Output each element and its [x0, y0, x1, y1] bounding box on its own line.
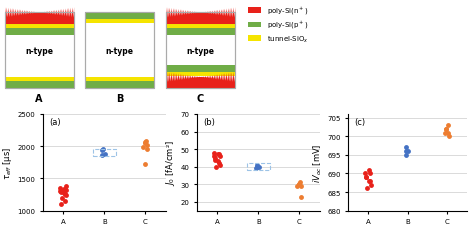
Point [144, 148, 151, 152]
Point [61, 192, 69, 196]
Point [211, 158, 219, 162]
Point [141, 163, 148, 166]
Point [57, 190, 65, 194]
Bar [166, 73, 235, 77]
Point [295, 183, 302, 186]
Point [61, 187, 68, 191]
Text: (c): (c) [354, 117, 365, 126]
Point [217, 163, 224, 167]
Point [297, 184, 305, 188]
Point [215, 153, 222, 157]
Point [63, 185, 70, 188]
Point [443, 128, 450, 131]
Point [59, 196, 66, 200]
Point [255, 165, 263, 169]
Point [402, 153, 410, 157]
Point [402, 150, 410, 153]
Bar [166, 25, 235, 29]
Point [63, 193, 70, 196]
Point [298, 195, 305, 199]
Point [367, 183, 375, 187]
Bar [85, 13, 154, 20]
Point [253, 167, 260, 171]
Text: n-type: n-type [106, 47, 134, 56]
Point [362, 176, 370, 179]
Bar [5, 78, 73, 82]
Point [444, 124, 452, 127]
Bar [85, 20, 154, 24]
Text: C: C [197, 93, 204, 104]
Point [214, 160, 222, 164]
Point [99, 149, 106, 152]
Point [213, 165, 220, 169]
Bar [85, 78, 154, 82]
Point [141, 142, 148, 145]
Point [367, 172, 374, 175]
Bar [247, 164, 270, 170]
Bar [5, 13, 73, 89]
Bar [166, 13, 235, 89]
Point [62, 199, 69, 203]
Point [366, 179, 374, 183]
Point [445, 135, 453, 139]
Point [56, 186, 64, 190]
Point [404, 150, 412, 153]
Bar [85, 13, 154, 89]
Point [211, 156, 219, 160]
Point [215, 162, 223, 165]
Point [60, 191, 68, 195]
Point [214, 153, 222, 157]
Point [253, 163, 261, 167]
Point [143, 143, 151, 147]
Bar [5, 82, 73, 89]
Bar [93, 149, 116, 156]
Point [443, 128, 450, 131]
Point [141, 141, 148, 144]
Point [101, 153, 109, 156]
Point [293, 184, 301, 188]
Point [445, 131, 452, 135]
Point [210, 155, 218, 158]
Legend: poly-Si(n$^+$), poly-Si(p$^+$), tunnel-SiO$_x$: poly-Si(n$^+$), poly-Si(p$^+$), tunnel-S… [247, 6, 309, 45]
Text: (a): (a) [49, 117, 61, 126]
Point [364, 187, 371, 190]
Point [362, 172, 369, 175]
Point [62, 188, 69, 192]
Bar [5, 29, 73, 35]
Point [99, 148, 107, 152]
Bar [166, 66, 235, 73]
Text: n-type: n-type [186, 47, 214, 56]
Y-axis label: $iV_{oc}$ [mV]: $iV_{oc}$ [mV] [312, 143, 325, 182]
Bar [85, 82, 154, 89]
Point [142, 140, 150, 143]
Point [99, 153, 106, 157]
Bar [5, 25, 73, 29]
Point [296, 181, 304, 185]
Bar [166, 29, 235, 35]
Point [362, 176, 370, 179]
Point [60, 188, 68, 191]
Point [365, 168, 373, 172]
Y-axis label: $J_0$ [fA/cm²]: $J_0$ [fA/cm²] [164, 140, 177, 185]
Bar [85, 13, 154, 89]
Text: (b): (b) [203, 117, 215, 126]
Point [139, 146, 147, 150]
Point [253, 165, 260, 169]
Point [441, 131, 449, 135]
Bar [5, 13, 73, 89]
Point [365, 179, 373, 183]
Text: B: B [116, 93, 123, 104]
Point [210, 151, 218, 155]
Point [295, 183, 302, 186]
Point [402, 146, 410, 150]
Y-axis label: $\tau_{eff}$ [µs]: $\tau_{eff}$ [µs] [1, 146, 14, 179]
Point [56, 189, 64, 193]
Point [57, 190, 65, 193]
Point [216, 155, 223, 158]
Text: n-type: n-type [25, 47, 53, 56]
Text: A: A [36, 93, 43, 104]
Bar [166, 13, 235, 89]
Point [57, 202, 65, 206]
